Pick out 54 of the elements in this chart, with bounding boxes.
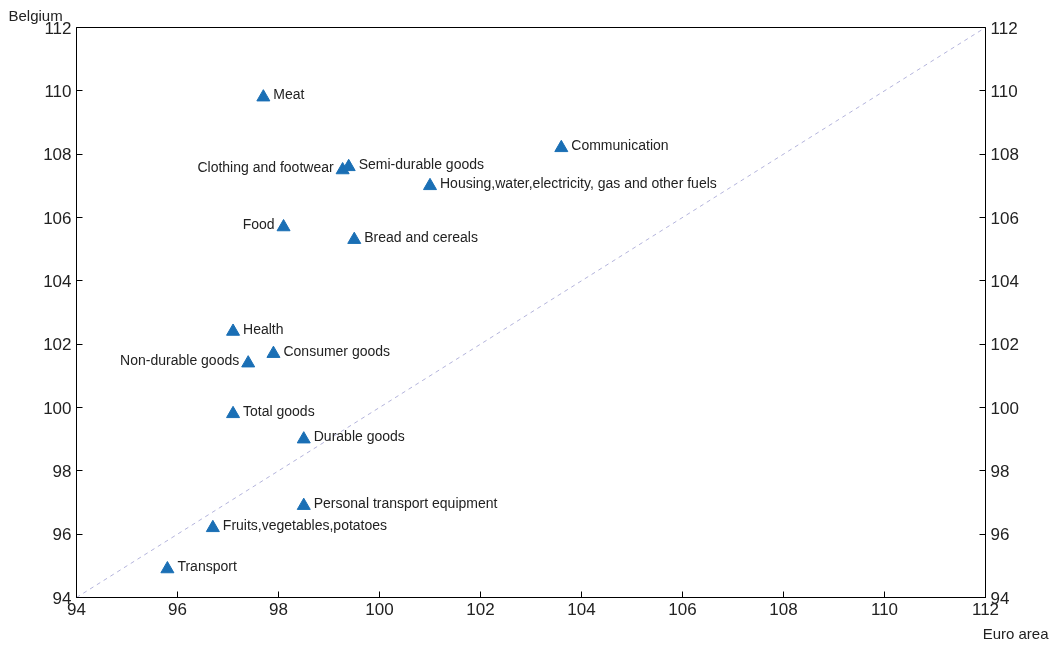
y-tick-label: 106 [43, 208, 72, 228]
y-tick-label: 102 [43, 335, 72, 355]
point [347, 231, 362, 244]
y2-tick-label: 110 [990, 81, 1018, 101]
x-tick-label: 98 [269, 599, 288, 619]
x-tick-label: 102 [466, 599, 495, 619]
x-tick-label: 96 [168, 599, 187, 619]
annotation: Durable goods [313, 428, 405, 445]
y2-tick-label: 104 [990, 271, 1019, 291]
point [205, 519, 220, 533]
y-tick-label: 108 [43, 145, 72, 165]
annotation: Transport [177, 558, 237, 574]
x-tick-label: 108 [769, 599, 798, 619]
annotation: Meat [273, 86, 305, 103]
annotation: Health [243, 320, 284, 337]
y2-tick-label: 108 [990, 145, 1019, 165]
y-tick-label: 98 [52, 461, 72, 481]
annotation: Housing,water,electricity, gas and other fuels [440, 174, 717, 191]
y2-tick-label: 112 [990, 18, 1018, 38]
annotation: Fruits,vegetables,potatoes [222, 516, 388, 533]
y-tick-label: 104 [43, 271, 72, 291]
x-axis-title: Euro area [982, 624, 1050, 642]
point [554, 139, 569, 153]
point [423, 177, 437, 191]
y2-tick-label: 106 [990, 208, 1019, 228]
annotation: Semi-durable goods [358, 155, 484, 172]
point [296, 497, 311, 510]
point [276, 218, 291, 232]
annotation: Non-durable goods [120, 352, 240, 369]
x-tick-label: 100 [365, 599, 394, 619]
x-tick-label: 104 [567, 599, 596, 619]
y-tick-label: 100 [43, 398, 72, 418]
point [226, 323, 241, 336]
y-tick-label: 96 [52, 525, 72, 545]
y2-tick-label: 100 [990, 398, 1019, 418]
y-tick-label: 110 [44, 81, 72, 101]
point [160, 560, 175, 574]
point [296, 431, 311, 444]
y2-tick-label: 102 [990, 335, 1019, 355]
y2-tick-label: 98 [990, 461, 1010, 481]
annotation: Consumer goods [283, 342, 391, 359]
x-tick-label: 106 [668, 599, 697, 619]
point [266, 345, 281, 358]
point [241, 355, 256, 368]
annotation: Clothing and footwear [197, 159, 334, 175]
annotation: Bread and cereals [364, 228, 478, 245]
point [256, 89, 271, 102]
annotation: Personal transport equipment [313, 494, 498, 511]
x-tick-label: 110 [870, 599, 899, 619]
annotation: Food [242, 216, 275, 232]
point [226, 405, 241, 419]
y2-tick-label: 96 [990, 525, 1010, 545]
annotation: Communication [571, 136, 669, 153]
annotation: Total goods [243, 402, 315, 419]
